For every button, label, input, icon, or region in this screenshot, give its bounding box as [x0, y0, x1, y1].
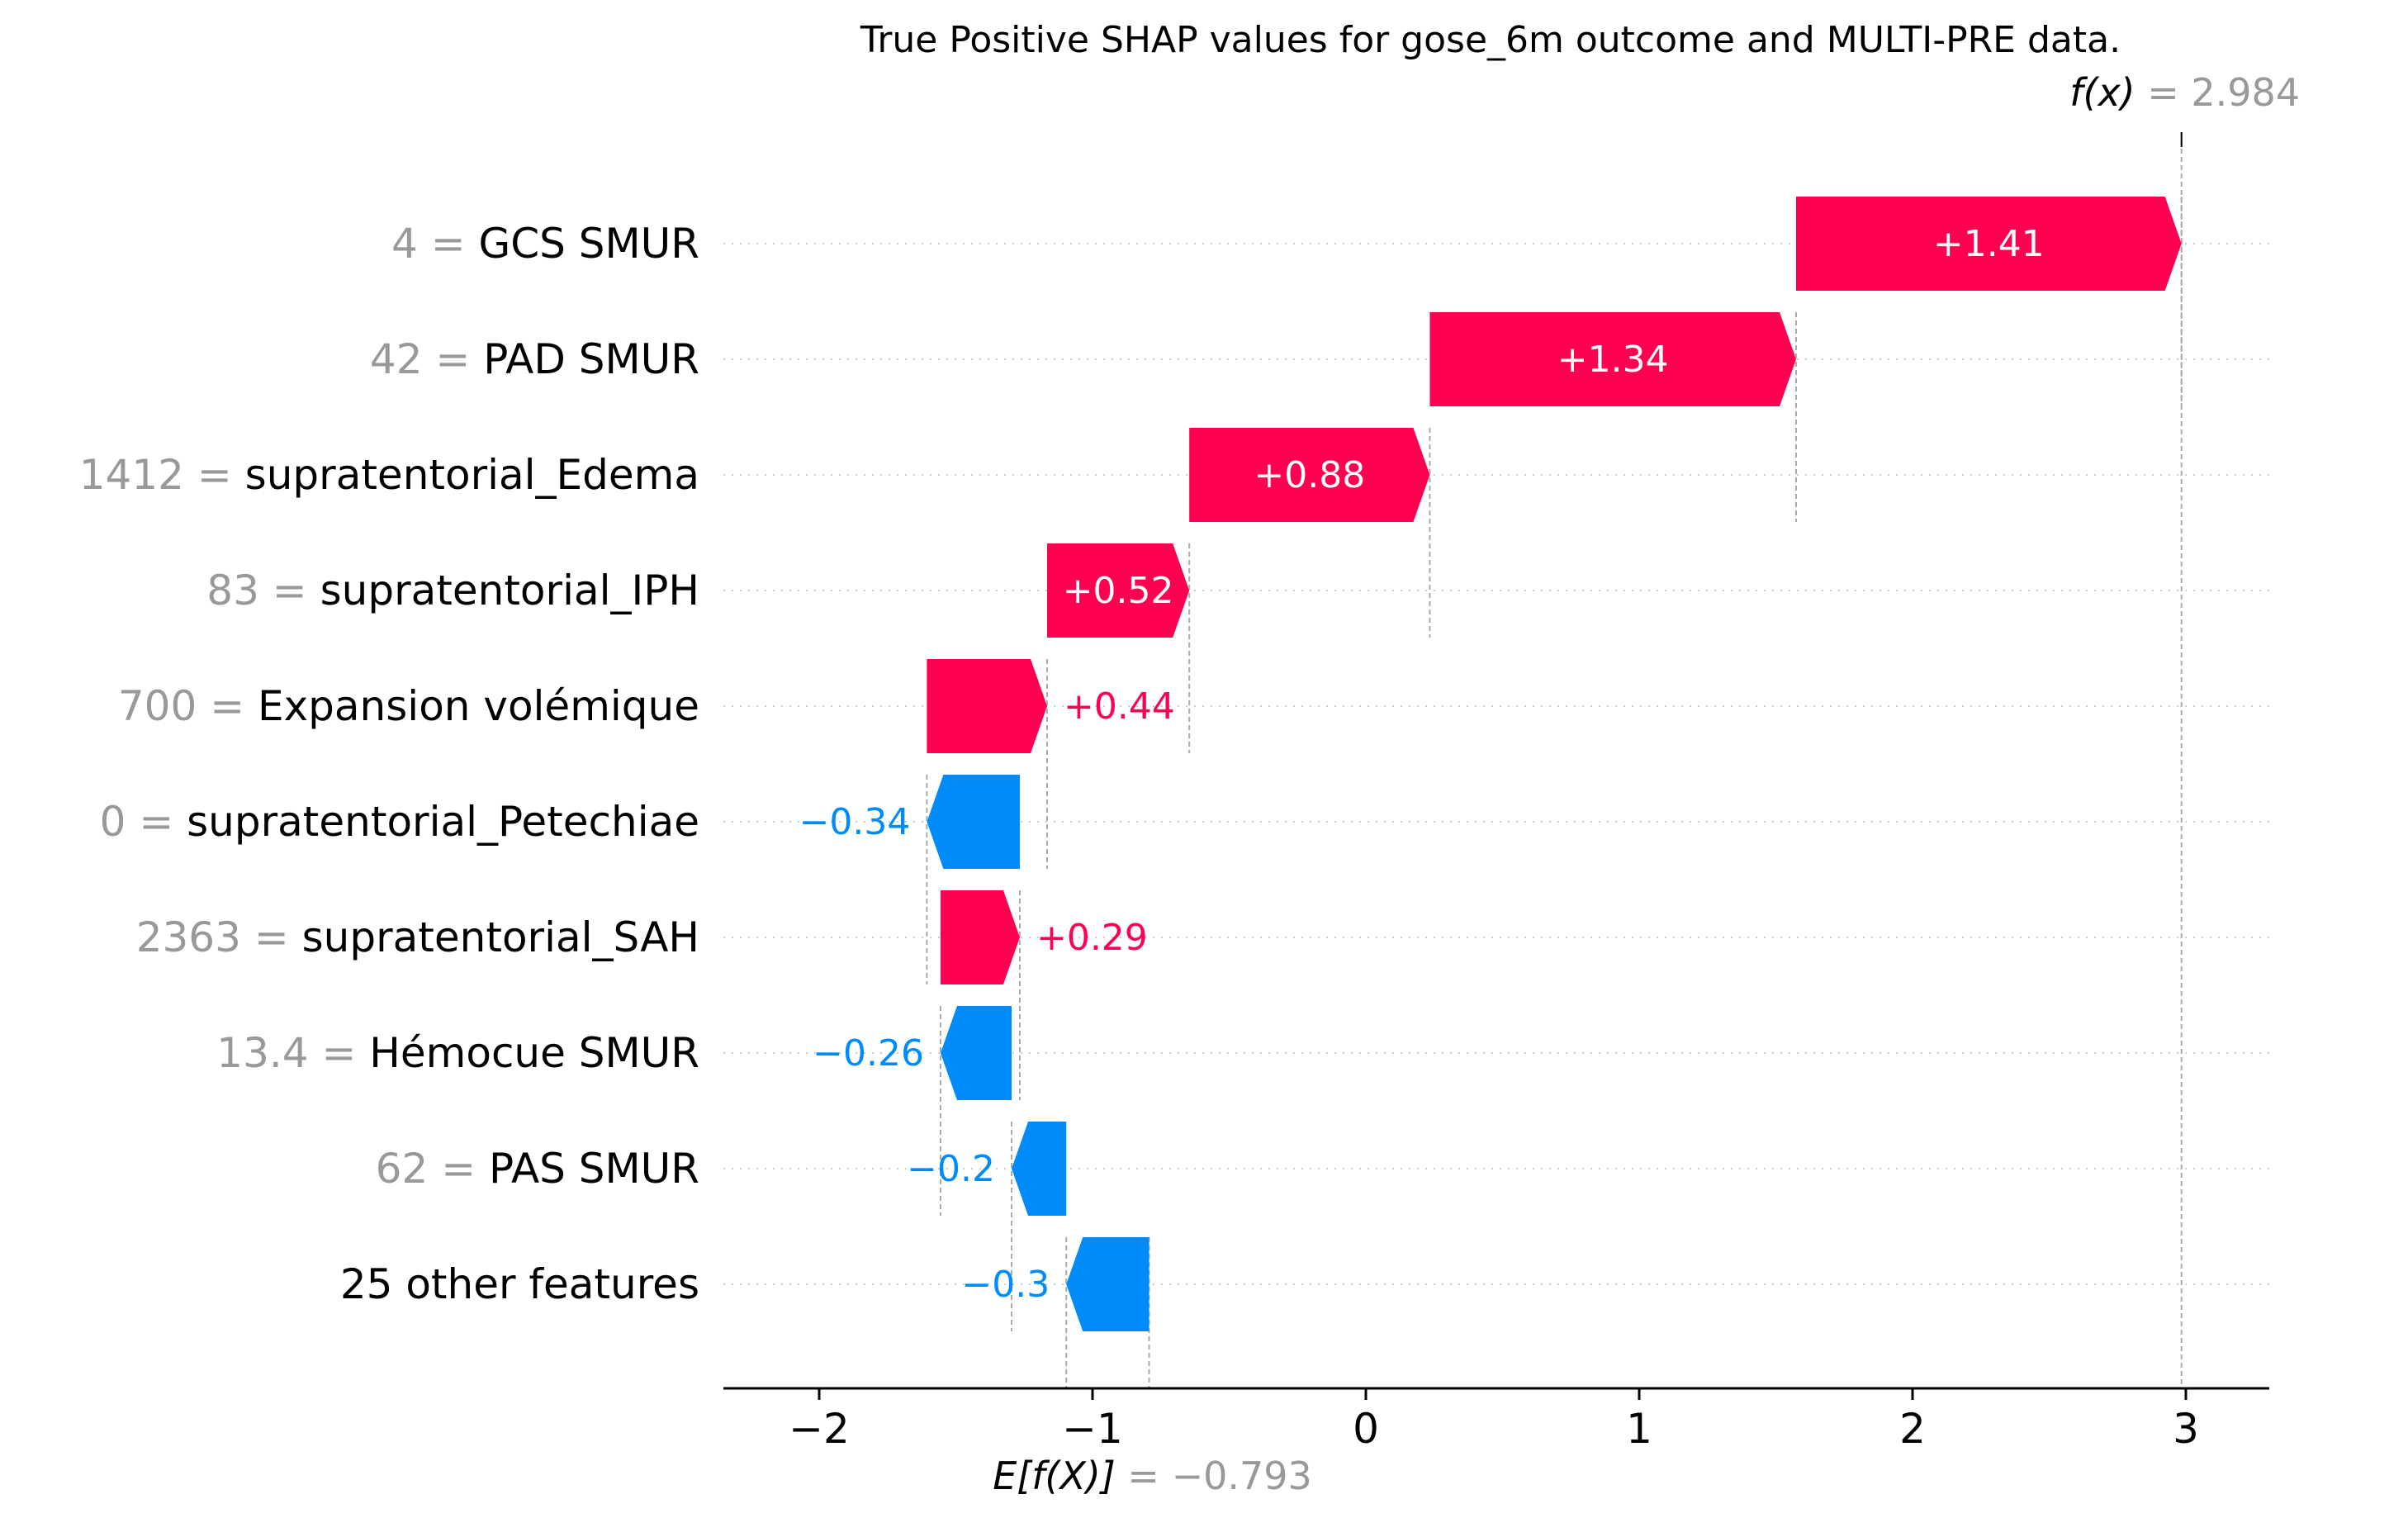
waterfall-bar: [1795, 197, 2182, 291]
waterfall-bar: [1047, 543, 1190, 638]
bar-value-label: +0.52: [1063, 570, 1174, 612]
feature-value: 13.4 =: [216, 1029, 369, 1077]
feature-label: 0 = supratentorial_Petechiae: [100, 798, 699, 846]
fx-label: f(x): [2069, 70, 2135, 115]
feature-value: 0 =: [100, 798, 187, 846]
waterfall-bar: [1189, 428, 1430, 522]
bar-value-label: −0.26: [813, 1032, 924, 1074]
feature-value: 1412 =: [79, 451, 245, 499]
bar-value-label: −0.3: [961, 1264, 1050, 1306]
waterfall-bar: [1066, 1237, 1149, 1331]
expected-label: E[f(X)]: [993, 1454, 1116, 1498]
x-tick-label: −1: [1062, 1405, 1123, 1453]
feature-label: 4 = GCS SMUR: [391, 220, 699, 268]
expected-annotation: E[f(X)] = −0.793: [993, 1454, 1312, 1498]
waterfall-bar: [940, 1006, 1012, 1100]
bar-value-label: −0.34: [799, 801, 911, 843]
feature-name: PAS SMUR: [489, 1145, 699, 1193]
feature-value: 83 =: [206, 567, 320, 614]
feature-name: supratentorial_Petechiae: [187, 798, 699, 846]
connector-layer: [926, 132, 2183, 1388]
expected-value: = −0.793: [1116, 1454, 1312, 1498]
feature-label: 700 = Expansion volémique: [118, 682, 699, 730]
x-tick-label: −2: [789, 1405, 850, 1453]
fx-annotation: f(x) = 2.984: [2069, 70, 2300, 115]
chart-title: True Positive SHAP values for gose_6m ou…: [860, 19, 2121, 61]
feature-labels: 4 = GCS SMUR 42 = PAD SMUR 1412 = suprat…: [79, 220, 699, 1308]
feature-name: 25 other features: [340, 1260, 699, 1308]
bar-value-label: −0.2: [907, 1148, 995, 1190]
feature-label: 42 = PAD SMUR: [370, 335, 699, 383]
x-tick-label: 1: [1626, 1405, 1652, 1453]
feature-name: GCS SMUR: [478, 220, 699, 268]
x-tick-label: 3: [2173, 1405, 2199, 1453]
bar-value-label: +0.88: [1254, 454, 1365, 496]
waterfall-bar: [927, 659, 1048, 753]
feature-name: supratentorial_Edema: [245, 451, 699, 499]
feature-name: supratentorial_SAH: [302, 913, 699, 961]
x-tick-label: 0: [1353, 1405, 1379, 1453]
feature-value: 62 =: [376, 1145, 489, 1193]
feature-label: 2363 = supratentorial_SAH: [136, 913, 699, 961]
waterfall-bar: [940, 890, 1020, 984]
bar-value-label: +1.34: [1557, 339, 1669, 381]
bar-value-label: +1.41: [1933, 223, 2045, 265]
waterfall-bar: [1012, 1122, 1067, 1216]
x-axis: −2 −1 0 1 2 3: [723, 1387, 2269, 1453]
waterfall-bar: [927, 775, 1020, 869]
feature-value: 4 =: [391, 220, 479, 268]
feature-name: Hémocue SMUR: [369, 1029, 699, 1077]
feature-value: 2363 =: [136, 913, 302, 961]
feature-label: 83 = supratentorial_IPH: [206, 567, 699, 614]
annotations: f(x) = 2.984 E[f(X)] = −0.793: [993, 70, 2300, 1498]
waterfall-bar: [1429, 312, 1796, 406]
feature-value: 42 =: [370, 335, 483, 383]
bar-value-label: +0.44: [1064, 685, 1175, 728]
feature-name: supratentorial_IPH: [320, 567, 699, 614]
feature-label: 25 other features: [340, 1260, 699, 1308]
bar-value-label: +0.29: [1036, 917, 1148, 959]
feature-name: Expansion volémique: [258, 682, 699, 730]
feature-name: PAD SMUR: [483, 335, 699, 383]
feature-label: 62 = PAS SMUR: [376, 1145, 699, 1193]
feature-label: 13.4 = Hémocue SMUR: [216, 1029, 699, 1077]
bar-layer: +1.41 +1.34 +0.88 +0.52 +0.44 −0.34 +0.29 −0.26…: [799, 197, 2182, 1331]
x-tick-label: 2: [1899, 1405, 1926, 1453]
fx-value: = 2.984: [2135, 70, 2300, 115]
feature-label: 1412 = supratentorial_Edema: [79, 451, 699, 499]
feature-value: 700 =: [118, 682, 258, 730]
